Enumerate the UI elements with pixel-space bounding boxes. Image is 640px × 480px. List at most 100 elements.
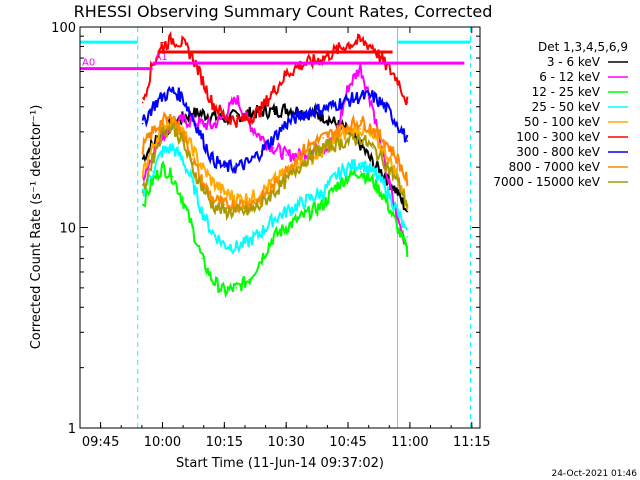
series-2 [141,160,409,299]
data-point [201,122,203,125]
data-point [211,180,213,183]
data-point [248,210,250,213]
data-point [151,170,154,173]
data-point [334,122,337,125]
y-tick-label: 1 [68,422,76,437]
x-tick-label: 10:30 [267,435,304,450]
data-point [334,143,337,146]
chart-title: RHESSI Observing Summary Count Rates, Co… [74,2,493,21]
data-point [151,180,154,183]
data-point [201,257,203,260]
data-point [211,158,213,160]
x-axis-label: Start Time (11-Jun-14 09:37:02) [176,456,384,471]
data-point [181,95,184,98]
data-point [260,203,263,206]
data-point [347,140,349,142]
data-point [310,197,312,200]
data-point [201,137,203,139]
series-7 [141,111,409,215]
data-point [201,210,203,213]
data-point [248,203,250,206]
data-point [171,125,174,128]
data-point [371,180,374,183]
data-point [211,197,213,200]
legend-title: Det 1,3,4,5,6,9 [538,40,628,54]
data-point [396,180,399,183]
data-point [260,108,263,110]
series-8 [141,122,409,222]
data-point [181,140,184,142]
legend-label: 100 - 300 keV [516,130,600,144]
data-point [235,120,238,122]
data-point [406,210,409,213]
data-point [371,162,374,164]
data-point [211,203,213,206]
data-point [211,101,213,104]
data-point [310,110,312,113]
data-point [297,166,300,168]
data-point [181,120,184,122]
data-point [223,191,226,193]
data-point [285,210,287,213]
data-point [141,101,144,104]
data-point [285,108,287,110]
legend-label: 800 - 7000 keV [509,160,601,174]
data-point [359,128,362,130]
series-line-3 [141,141,409,255]
data-point [171,175,174,178]
data-point [191,54,193,57]
data-point [191,115,193,117]
data-point [161,95,164,98]
data-point [235,166,238,168]
data-point [297,154,300,156]
x-tick-label: 11:15 [453,435,490,450]
data-point [191,226,193,229]
data-point [273,218,275,221]
data-point [141,170,144,173]
data-point [347,175,349,178]
data-point [273,191,275,193]
data-point [181,42,184,45]
data-point [151,105,154,108]
data-point [359,40,362,42]
data-point [334,131,337,133]
data-point [248,162,250,164]
legend-label: 6 - 12 keV [539,70,601,84]
data-point [260,257,263,260]
data-point [359,137,362,139]
series-line-5 [141,30,409,128]
data-point [141,146,144,149]
data-point [297,162,300,164]
data-point [396,210,399,213]
data-point [406,251,409,254]
legend-label: 50 - 100 keV [524,115,601,129]
series-3 [141,141,409,255]
data-point [141,203,144,206]
data-point [273,90,275,92]
data-point [191,146,193,149]
data-point [161,120,164,122]
data-point [273,137,275,139]
series-line-7 [141,111,409,215]
plot-area: F A0 A1 [80,27,472,428]
data-point [248,112,250,115]
data-point [384,185,386,188]
data-point [260,137,263,139]
data-point [248,240,250,243]
data-point [359,162,362,164]
data-point [406,235,409,238]
data-point [171,90,174,92]
series-line-6 [141,85,409,175]
data-point [248,197,250,200]
data-point [151,131,154,133]
data-point [181,158,184,160]
data-point [235,197,238,200]
data-point [396,218,399,221]
data-point [396,226,399,229]
data-point [211,125,213,128]
data-point [297,115,300,117]
data-point [151,146,154,149]
x-tick-label: 11:00 [391,435,428,450]
x-axis: 09:45 10:00 10:15 10:30 10:45 11:00 11:15 [79,27,490,450]
data-point [141,122,144,125]
